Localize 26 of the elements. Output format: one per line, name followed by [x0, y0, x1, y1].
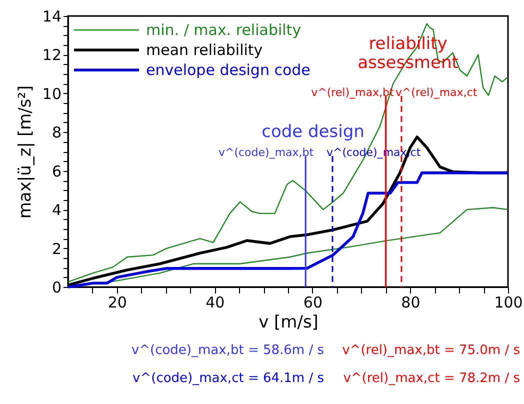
ref-line-label: v^(code)_max,bt: [218, 146, 314, 159]
legend-label: envelope design code: [146, 61, 310, 79]
y-tick-label: 14: [42, 8, 62, 26]
y-tick-label: 6: [52, 162, 62, 180]
text: v^(code)_max,ct = 64.1m / s: [132, 371, 324, 386]
ref-line-label: v^(rel)_max,ct: [395, 86, 478, 99]
x-tick-label: 100: [494, 294, 523, 312]
x-tick-label: 60: [303, 294, 322, 312]
text: v^(rel)_max,bt = 75.0m / s: [342, 343, 520, 358]
line-series: [67, 23, 509, 283]
x-axis-title: v [m/s]: [258, 312, 318, 332]
x-tick-label: 40: [206, 294, 225, 312]
y-tick-label: 12: [42, 46, 62, 64]
x-tick-label: 80: [401, 294, 420, 312]
y-tick-label: 8: [52, 124, 62, 142]
text: v^(code)_max,bt = 58.6m / s: [131, 343, 324, 358]
annotation: code design: [262, 122, 364, 142]
y-tick-label: 2: [52, 240, 62, 258]
y-axis-title: max|ü_z| [m/s²]: [15, 85, 36, 219]
text: v^(rel)_max,ct = 78.2m / s: [343, 371, 520, 386]
legend-label: min. / max. reliabilty: [146, 21, 302, 39]
legend-label: mean reliability: [146, 41, 263, 59]
x-tick-label: 20: [108, 294, 127, 312]
y-tick-label: 10: [42, 84, 62, 103]
y-tick-label: 0: [52, 278, 62, 296]
y-tick-label: 4: [52, 201, 62, 220]
